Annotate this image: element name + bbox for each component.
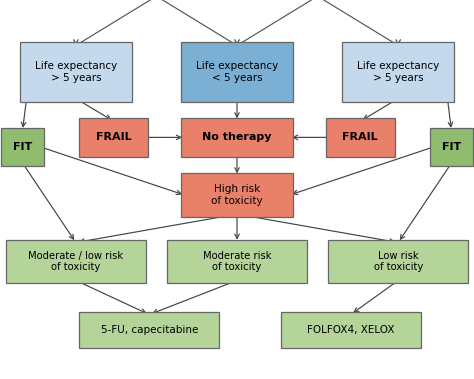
Text: Moderate risk
of toxicity: Moderate risk of toxicity — [203, 251, 271, 272]
FancyBboxPatch shape — [328, 240, 468, 283]
FancyBboxPatch shape — [181, 173, 293, 217]
FancyBboxPatch shape — [79, 312, 219, 348]
FancyBboxPatch shape — [430, 128, 473, 166]
Text: FOLFOX4, XELOX: FOLFOX4, XELOX — [307, 325, 394, 335]
Text: FRAIL: FRAIL — [342, 132, 378, 143]
Text: FIT: FIT — [13, 142, 32, 152]
FancyBboxPatch shape — [326, 118, 395, 157]
FancyBboxPatch shape — [79, 118, 148, 157]
Text: FIT: FIT — [442, 142, 461, 152]
Text: Moderate / low risk
of toxicity: Moderate / low risk of toxicity — [28, 251, 123, 272]
FancyBboxPatch shape — [281, 312, 421, 348]
FancyBboxPatch shape — [167, 240, 307, 283]
FancyBboxPatch shape — [181, 118, 293, 157]
Text: FRAIL: FRAIL — [96, 132, 132, 143]
Text: Life expectancy
> 5 years: Life expectancy > 5 years — [357, 61, 439, 83]
FancyBboxPatch shape — [181, 42, 293, 102]
Text: No therapy: No therapy — [202, 132, 272, 143]
Text: 5-FU, capecitabine: 5-FU, capecitabine — [100, 325, 198, 335]
FancyBboxPatch shape — [6, 240, 146, 283]
Text: High risk
of toxicity: High risk of toxicity — [211, 185, 263, 206]
FancyBboxPatch shape — [342, 42, 454, 102]
FancyBboxPatch shape — [20, 42, 132, 102]
FancyBboxPatch shape — [1, 128, 44, 166]
Text: Life expectancy
> 5 years: Life expectancy > 5 years — [35, 61, 117, 83]
Text: Life expectancy
< 5 years: Life expectancy < 5 years — [196, 61, 278, 83]
Text: Low risk
of toxicity: Low risk of toxicity — [374, 251, 423, 272]
